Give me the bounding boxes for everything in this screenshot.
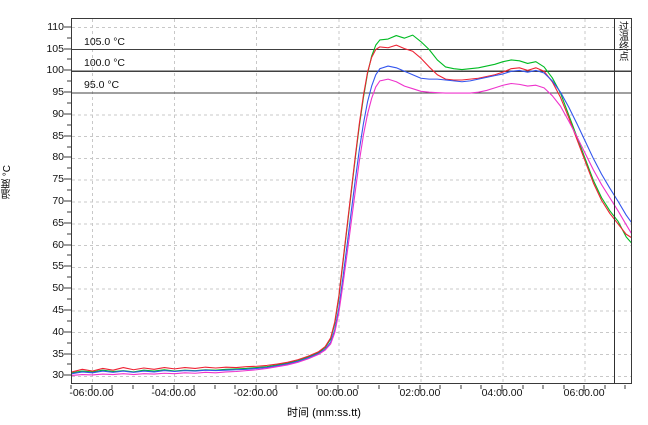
y-tick-minor <box>67 342 71 344</box>
y-tick-minor <box>67 37 71 39</box>
x-tick-label: -02:00.00 <box>233 387 278 399</box>
x-tick-minor <box>480 385 482 389</box>
y-tick-minor <box>67 233 71 235</box>
y-tick-mark <box>64 200 71 202</box>
y-tick-label: 85 <box>52 129 64 142</box>
y-tick-label: 55 <box>52 260 64 273</box>
y-axis-label: 温度 °C <box>2 165 13 199</box>
y-tick-label: 60 <box>52 238 64 251</box>
y-tick-minor <box>67 254 71 256</box>
x-tick-minor <box>624 385 626 389</box>
y-tick-minor <box>67 211 71 213</box>
y-tick-mark <box>64 331 71 333</box>
x-tick-minor <box>275 385 277 389</box>
x-tick-minor <box>296 385 298 389</box>
y-tick-minor <box>67 80 71 82</box>
y-tick-mark <box>64 135 71 137</box>
y-tick-label: 45 <box>52 303 64 316</box>
y-tick-label: 75 <box>52 173 64 186</box>
y-tick-label: 70 <box>52 195 64 207</box>
y-tick-mark <box>64 48 71 49</box>
y-tick-mark <box>64 244 71 246</box>
cursor-annotation: 过温终点 <box>616 21 628 61</box>
y-tick-label: 90 <box>52 107 64 120</box>
x-tick-label: -06:00.00 <box>69 387 114 399</box>
y-tick-mark <box>64 309 71 311</box>
x-tick-mark <box>337 385 339 391</box>
x-axis-label: 时间 (mm:ss.tt) <box>287 407 361 419</box>
y-tick-label: 30 <box>52 369 64 382</box>
y-tick-label: 35 <box>52 347 64 360</box>
y-tick-minor <box>67 276 71 278</box>
y-tick-mark <box>64 265 71 267</box>
y-tick-label: 100 <box>46 64 64 77</box>
x-tick-label: -04:00.00 <box>151 387 196 399</box>
x-tick-minor <box>357 385 359 389</box>
threshold-label-100: 100.0 °C <box>84 57 125 70</box>
x-tick-mark <box>173 385 175 391</box>
x-tick-minor <box>460 385 462 389</box>
x-tick-minor <box>604 385 606 389</box>
x-tick-label: 06:00.00 <box>563 387 605 399</box>
x-tick-minor <box>542 385 544 389</box>
y-tick-mark <box>64 26 71 28</box>
x-tick-minor <box>378 385 380 389</box>
y-tick-label: 50 <box>52 282 64 295</box>
x-tick-minor <box>152 385 154 389</box>
x-tick-minor <box>70 385 72 389</box>
x-tick-mark <box>419 385 421 391</box>
y-tick-mark <box>64 91 71 93</box>
x-tick-minor <box>214 385 216 389</box>
y-tick-minor <box>67 189 71 191</box>
x-tick-minor <box>234 385 236 389</box>
x-tick-minor <box>316 385 318 389</box>
y-tick-minor <box>67 167 71 169</box>
x-tick-label: 02:00.00 <box>399 387 441 399</box>
y-tick-mark <box>64 69 71 71</box>
x-tick-minor <box>522 385 524 389</box>
x-tick-mark <box>583 385 585 391</box>
x-tick-minor <box>398 385 400 389</box>
y-tick-label: 95 <box>52 86 64 99</box>
x-tick-mark <box>501 385 503 391</box>
x-tick-minor <box>193 385 195 389</box>
y-tick-label: 105 <box>46 42 64 55</box>
plot-canvas <box>72 19 631 383</box>
y-tick-minor <box>67 320 71 322</box>
x-tick-label: 04:00.00 <box>481 387 523 399</box>
y-tick-mark <box>64 113 71 115</box>
y-tick-label: 110 <box>47 20 64 33</box>
threshold-label-95: 95.0 °C <box>84 79 120 92</box>
x-tick-minor <box>439 385 441 389</box>
plot-area[interactable]: 105.0 °C 100.0 °C 95.0 °C 过温终点 <box>71 18 632 384</box>
y-tick-mark <box>64 353 71 354</box>
x-tick-minor <box>111 385 113 389</box>
threshold-label-105: 105.0 °C <box>84 35 125 48</box>
y-tick-minor <box>67 124 71 126</box>
y-tick-label: 65 <box>52 216 64 229</box>
y-tick-mark <box>64 156 71 158</box>
x-tick-label: 00:00.00 <box>317 387 359 399</box>
y-tick-minor <box>67 363 71 365</box>
y-tick-label: 80 <box>52 151 64 164</box>
y-tick-mark <box>64 374 71 376</box>
x-tick-mark <box>255 385 257 391</box>
y-tick-mark <box>64 222 71 224</box>
x-tick-minor <box>132 385 134 389</box>
y-tick-minor <box>67 298 71 300</box>
y-tick-minor <box>67 146 71 148</box>
x-tick-minor <box>563 385 565 389</box>
y-tick-mark <box>64 178 71 180</box>
y-tick-minor <box>67 102 71 104</box>
x-tick-mark <box>91 385 93 391</box>
y-tick-minor <box>67 58 71 60</box>
y-tick-label: 40 <box>52 325 64 338</box>
y-tick-mark <box>64 287 71 289</box>
